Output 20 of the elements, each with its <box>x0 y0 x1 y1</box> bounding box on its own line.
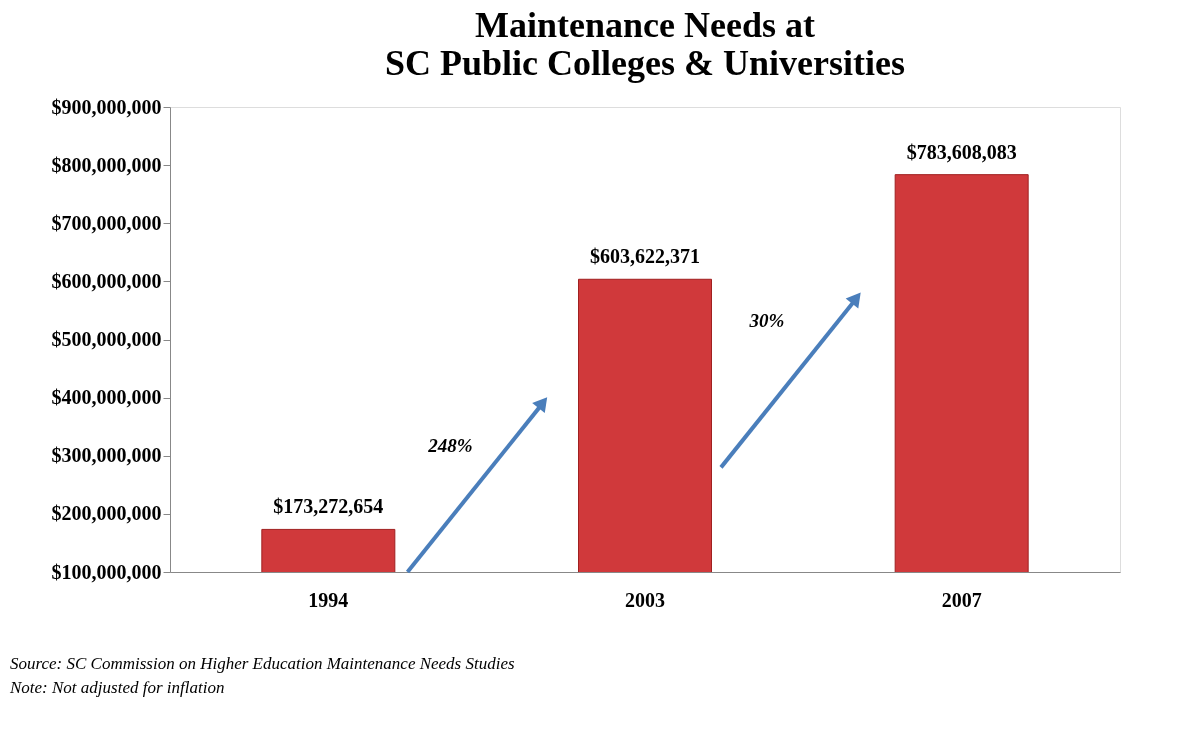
x-tick-label: 2007 <box>941 588 982 611</box>
y-tick-label: $700,000,000 <box>51 211 162 234</box>
y-tick-label: $400,000,000 <box>51 386 162 409</box>
x-tick-label: 2003 <box>625 588 665 611</box>
y-tick-label: $900,000,000 <box>51 95 162 118</box>
annotation: 248% <box>427 435 473 457</box>
y-tick-label: $300,000,000 <box>51 444 162 467</box>
x-tick-label: 1994 <box>308 588 349 611</box>
y-tick-label: $200,000,000 <box>51 502 162 525</box>
y-tick-label: $500,000,000 <box>51 328 162 350</box>
text: Note: Not adjusted for inflation <box>9 678 225 697</box>
data-label: $603,622,371 <box>590 245 700 268</box>
data-label: $783,608,083 <box>906 140 1017 163</box>
annotation: 30% <box>748 309 785 331</box>
chart-title: Maintenance Needs at SC Public Colleges & Universities <box>385 5 905 83</box>
y-tick-label: $800,000,000 <box>51 153 162 176</box>
source-note: Source: SC Commission on Higher Education Maintenance Needs Studies <box>10 654 515 673</box>
data-label: $173,272,654 <box>273 495 384 518</box>
y-tick-label: $600,000,000 <box>51 269 162 292</box>
y-tick-label: $100,000,000 <box>51 560 162 583</box>
